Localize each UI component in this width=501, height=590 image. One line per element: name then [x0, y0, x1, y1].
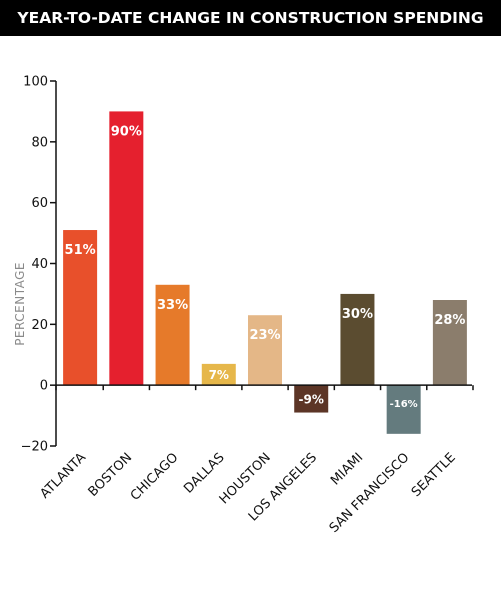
data-label: 33%: [157, 298, 188, 313]
data-label: 28%: [434, 313, 465, 328]
bar-los-angeles: [294, 385, 329, 413]
chart-title: YEAR-TO-DATE CHANGE IN CONSTRUCTION SPEN…: [17, 9, 484, 27]
bar-houston: [248, 315, 282, 386]
data-label: 30%: [342, 307, 373, 322]
bar-miami: [340, 293, 375, 386]
y-axis-title: PERCENTAGE: [13, 262, 27, 346]
data-label: 7%: [209, 368, 229, 382]
data-label: 23%: [249, 328, 280, 343]
y-tick-label: 100: [23, 75, 48, 90]
data-label: 51%: [65, 243, 96, 258]
data-label: -9%: [299, 392, 324, 406]
x-tick-label: MIAMI: [328, 450, 366, 488]
bar-seattle: [432, 300, 467, 386]
bar-dallas: [201, 363, 236, 386]
x-tick-label: ATLANTA: [37, 450, 89, 502]
y-tick-label: −20: [21, 440, 48, 455]
title-bar: YEAR-TO-DATE CHANGE IN CONSTRUCTION SPEN…: [0, 0, 501, 36]
bar-atlanta: [63, 230, 98, 386]
x-tick-label: SAN FRANCISCO: [327, 450, 413, 536]
y-tick-label: 20: [31, 318, 48, 333]
bar-san-francisco: [386, 385, 421, 434]
x-tick-label: DALLAS: [181, 450, 227, 496]
y-tick-label: 0: [40, 379, 48, 394]
data-label: 90%: [111, 124, 142, 139]
bar-chart: −20020406080100PERCENTAGE51%ATLANTA90%BO…: [13, 75, 474, 536]
data-label: -16%: [390, 399, 418, 410]
y-tick-label: 80: [31, 135, 48, 150]
x-tick-label: CHICAGO: [128, 450, 182, 504]
x-tick-label: SEATTLE: [409, 450, 459, 500]
bar-boston: [109, 111, 144, 386]
y-tick-label: 40: [31, 257, 48, 272]
bar-chicago: [155, 284, 190, 386]
y-tick-label: 60: [31, 196, 48, 211]
